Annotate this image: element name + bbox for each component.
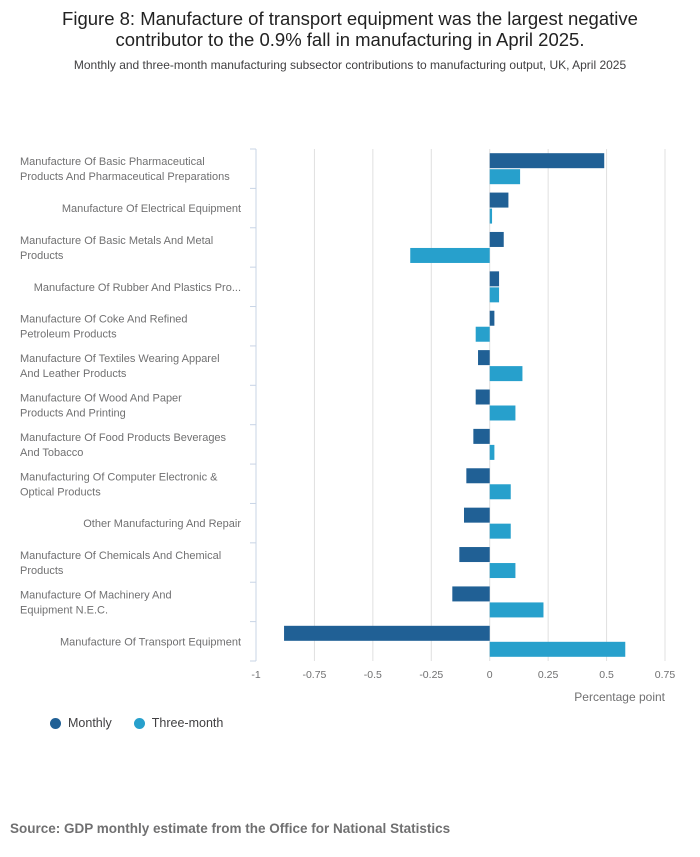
bar-three-month-2 [410,247,490,263]
category-label-0: Manufacture Of Basic Pharmaceutical Produ… [20,156,230,183]
x-tick-label-4: 0 [487,669,493,681]
bar-three-month-3 [489,287,500,303]
bar-monthly-10 [459,547,490,563]
category-label-line: Products And Printing [20,408,126,420]
category-label-8: Manufacturing Of Computer Electronic & Op… [20,471,218,498]
category-label-5: Manufacture Of Textiles Wearing Apparel A… [20,353,220,380]
legend-marker-monthly [50,717,61,729]
category-label-line: And Leather Products [20,368,127,380]
bar-chart: Manufacture Of Basic Pharmaceutical Produ… [20,148,676,704]
chart-subtitle: Monthly and three-month manufacturing su… [73,58,627,72]
category-label-1: Manufacture Of Electrical Equipment [62,203,241,215]
legend-label-three-month: Three-month [151,716,224,730]
category-label-7: Manufacture Of Food Products Beverages An… [20,432,227,459]
x-tick-label-1: -0.75 [302,669,326,681]
x-tick-label-2: -0.5 [364,669,382,681]
category-label-line: Manufacture Of Rubber And Plastics Pro..… [34,282,241,294]
chart-title: Figure 8: Manufacture of transport equip… [0,8,700,50]
x-tick-label-7: 0.75 [655,669,676,681]
bar-three-month-8 [489,484,511,500]
category-label-line: Manufacture Of Wood And Paper [20,393,182,405]
x-axis-title: Percentage point [574,690,665,704]
category-label-10: Manufacture Of Chemicals And Chemical Pro… [20,550,221,577]
bar-monthly-12 [284,625,490,641]
bar-three-month-1 [489,208,493,224]
category-label-line: Manufacture Of Basic Metals And Metal [20,235,213,247]
bar-monthly-6 [475,389,490,405]
bar-monthly-9 [464,507,490,523]
category-label-line: Petroleum Products [20,329,117,341]
bar-three-month-11 [489,602,544,618]
category-label-line: Other Manufacturing And Repair [83,518,241,530]
bar-monthly-4 [489,310,495,326]
x-tick-label-0: -1 [251,669,260,681]
x-tick-label-5: 0.25 [538,669,559,681]
category-label-11: Manufacture Of Machinery And Equipment N.… [20,589,172,616]
bar-monthly-11 [452,586,490,602]
category-label-line: Manufacture Of Coke And Refined [20,314,188,326]
bar-monthly-7 [473,428,490,444]
source-note: Source: GDP monthly estimate from the Of… [10,821,451,836]
category-label-line: Manufacture Of Electrical Equipment [62,203,241,215]
category-label-line: Products [20,250,64,262]
category-label-line: Manufacture Of Textiles Wearing Apparel [20,353,220,365]
bar-monthly-2 [489,231,504,247]
bar-three-month-0 [489,169,521,185]
category-label-line: Manufacture Of Food Products Beverages [20,432,227,444]
bar-three-month-12 [489,641,626,657]
category-label-line: Manufacturing Of Computer Electronic & [20,471,218,483]
bar-monthly-0 [489,153,605,169]
bar-three-month-10 [489,563,516,579]
bar-three-month-5 [489,366,523,382]
legend-item-three-month[interactable]: Three-month [133,716,224,730]
category-label-line: Equipment N.E.C. [20,604,108,616]
bar-three-month-9 [489,523,511,539]
x-tick-label-6: 0.5 [599,669,614,681]
category-label-line: And Tobacco [20,447,83,459]
category-label-6: Manufacture Of Wood And Paper Products An… [20,393,182,420]
bar-three-month-6 [489,405,516,421]
x-tick-label-3: -0.25 [419,669,443,681]
bar-three-month-7 [489,444,495,460]
legend-marker-three-month [133,717,145,729]
legend: Monthly Three-month [50,716,223,730]
category-label-line: Products [20,565,64,577]
bar-three-month-4 [475,326,490,342]
category-label-3: Manufacture Of Rubber And Plastics Pro..… [34,282,241,294]
legend-label-monthly: Monthly [68,716,112,730]
chart-title-line-2: contributor to the 0.9% fall in manufact… [115,29,585,50]
category-label-line: Manufacture Of Transport Equipment [60,636,241,648]
category-label-4: Manufacture Of Coke And Refined Petroleum… [20,314,188,341]
category-label-line: Manufacture Of Machinery And [20,589,172,601]
bar-monthly-5 [478,350,490,366]
category-label-line: Manufacture Of Basic Pharmaceutical [20,156,205,168]
bar-monthly-8 [466,468,490,484]
legend-item-monthly[interactable]: Monthly [50,716,112,730]
category-label-line: Manufacture Of Chemicals And Chemical [20,550,221,562]
bar-monthly-1 [489,192,509,208]
chart-title-line-1: Figure 8: Manufacture of transport equip… [62,8,638,29]
category-label-line: Optical Products [20,486,101,498]
category-label-9: Other Manufacturing And Repair [83,518,241,530]
category-label-12: Manufacture Of Transport Equipment [60,636,241,648]
bar-monthly-3 [489,271,500,287]
category-label-2: Manufacture Of Basic Metals And Metal Pro… [20,235,213,262]
category-label-line: Products And Pharmaceutical Preparations [20,171,230,183]
